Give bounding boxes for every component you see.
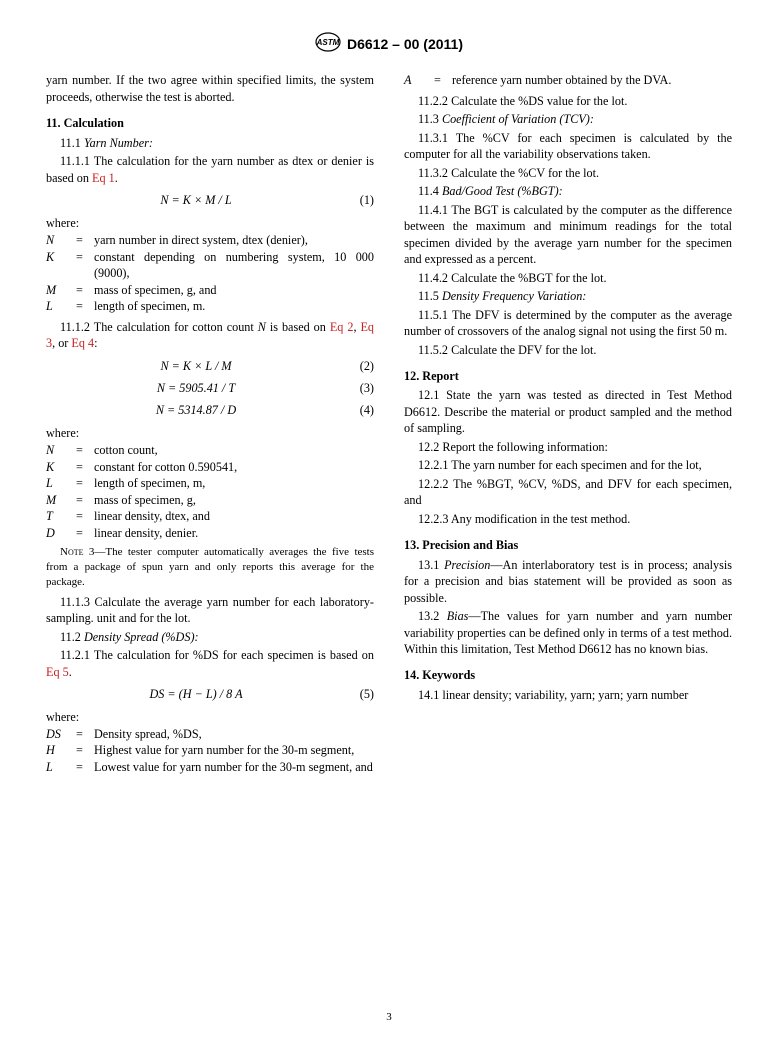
right-column: A=reference yarn number obtained by the … bbox=[404, 72, 732, 779]
def-description: constant depending on numbering system, … bbox=[94, 249, 374, 282]
def-description: Lowest value for yarn number for the 30-… bbox=[94, 759, 373, 775]
equation-2: N = K × L / M (2) bbox=[46, 358, 374, 374]
def-description: linear density, denier. bbox=[94, 525, 237, 541]
def-equals: = bbox=[76, 232, 94, 248]
section-12-2-3: 12.2.3 Any modification in the test meth… bbox=[404, 511, 732, 527]
def-symbol: DS bbox=[46, 726, 76, 742]
section-12-heading: 12. Report bbox=[404, 368, 732, 384]
def-symbol: T bbox=[46, 508, 76, 524]
eq4-link[interactable]: Eq 4 bbox=[71, 336, 94, 350]
def-equals: = bbox=[76, 459, 94, 475]
page-header: ASTM D6612 – 00 (2011) bbox=[46, 32, 732, 56]
def-equals: = bbox=[76, 442, 94, 458]
section-14-1: 14.1 linear density; variability, yarn; … bbox=[404, 687, 732, 703]
definitions-A: A=reference yarn number obtained by the … bbox=[404, 72, 671, 88]
equation-3: N = 5905.41 / T (3) bbox=[46, 380, 374, 396]
eq2-link[interactable]: Eq 2 bbox=[330, 320, 354, 334]
def-symbol: H bbox=[46, 742, 76, 758]
def-symbol: M bbox=[46, 282, 76, 298]
def-description: length of specimen, m, bbox=[94, 475, 237, 491]
standard-code: D6612 – 00 (2011) bbox=[347, 35, 463, 54]
def-symbol: L bbox=[46, 759, 76, 775]
def-description: reference yarn number obtained by the DV… bbox=[452, 72, 671, 88]
section-12-2-1: 12.2.1 The yarn number for each specimen… bbox=[404, 457, 732, 473]
def-equals: = bbox=[76, 742, 94, 758]
section-11-4-1: 11.4.1 The BGT is calculated by the comp… bbox=[404, 202, 732, 268]
def-equals: = bbox=[76, 249, 94, 282]
svg-text:ASTM: ASTM bbox=[316, 38, 340, 47]
equation-5: DS = (H − L) / 8 A (5) bbox=[46, 686, 374, 702]
def-equals: = bbox=[76, 726, 94, 742]
section-11-1-3: 11.1.3 Calculate the average yarn number… bbox=[46, 594, 374, 627]
section-11-5-1: 11.5.1 The DFV is determined by the comp… bbox=[404, 307, 732, 340]
section-11-3: 11.3 Coefficient of Variation (TCV): bbox=[404, 111, 732, 127]
section-11-2-1: 11.2.1 The calculation for %DS for each … bbox=[46, 647, 374, 680]
def-symbol: N bbox=[46, 232, 76, 248]
def-description: linear density, dtex, and bbox=[94, 508, 237, 524]
section-14-heading: 14. Keywords bbox=[404, 667, 732, 683]
def-description: cotton count, bbox=[94, 442, 237, 458]
def-equals: = bbox=[76, 492, 94, 508]
def-equals: = bbox=[76, 508, 94, 524]
where-2: where: bbox=[46, 425, 374, 441]
section-11-3-1: 11.3.1 The %CV for each specimen is calc… bbox=[404, 130, 732, 163]
definitions-1: N=yarn number in direct system, dtex (de… bbox=[46, 232, 374, 314]
section-13-1: 13.1 Precision—An interlaboratory test i… bbox=[404, 557, 732, 606]
section-11-5: 11.5 Density Frequency Variation: bbox=[404, 288, 732, 304]
def-equals: = bbox=[76, 298, 94, 314]
equation-4: N = 5314.87 / D (4) bbox=[46, 402, 374, 418]
eq5-link[interactable]: Eq 5 bbox=[46, 665, 69, 679]
def-equals: = bbox=[76, 759, 94, 775]
section-11-1-2: 11.1.2 The calculation for cotton count … bbox=[46, 319, 374, 352]
def-description: yarn number in direct system, dtex (deni… bbox=[94, 232, 374, 248]
definitions-2: N=cotton count,K=constant for cotton 0.5… bbox=[46, 442, 237, 541]
section-11-2-2: 11.2.2 Calculate the %DS value for the l… bbox=[404, 93, 732, 109]
def-symbol: K bbox=[46, 459, 76, 475]
section-11-1: 11.1 Yarn Number: bbox=[46, 135, 374, 151]
def-symbol: N bbox=[46, 442, 76, 458]
definitions-3: DS=Density spread, %DS,H=Highest value f… bbox=[46, 726, 373, 775]
section-11-5-2: 11.5.2 Calculate the DFV for the lot. bbox=[404, 342, 732, 358]
section-13-heading: 13. Precision and Bias bbox=[404, 537, 732, 553]
note-3: Note 3—The tester computer automatically… bbox=[46, 545, 374, 590]
def-equals: = bbox=[434, 72, 452, 88]
two-column-layout: yarn number. If the two agree within spe… bbox=[46, 72, 732, 779]
def-equals: = bbox=[76, 282, 94, 298]
section-11-heading: 11. Calculation bbox=[46, 115, 374, 131]
astm-logo-icon: ASTM bbox=[315, 32, 341, 56]
def-symbol: D bbox=[46, 525, 76, 541]
left-column: yarn number. If the two agree within spe… bbox=[46, 72, 374, 779]
section-12-2: 12.2 Report the following information: bbox=[404, 439, 732, 455]
section-11-4: 11.4 Bad/Good Test (%BGT): bbox=[404, 183, 732, 199]
def-symbol: M bbox=[46, 492, 76, 508]
section-11-3-2: 11.3.2 Calculate the %CV for the lot. bbox=[404, 165, 732, 181]
def-description: mass of specimen, g, bbox=[94, 492, 237, 508]
def-equals: = bbox=[76, 475, 94, 491]
intro-para: yarn number. If the two agree within spe… bbox=[46, 72, 374, 105]
where-1: where: bbox=[46, 215, 374, 231]
def-description: Density spread, %DS, bbox=[94, 726, 373, 742]
def-equals: = bbox=[76, 525, 94, 541]
def-symbol: L bbox=[46, 475, 76, 491]
where-3: where: bbox=[46, 709, 374, 725]
section-12-2-2: 12.2.2 The %BGT, %CV, %DS, and DFV for e… bbox=[404, 476, 732, 509]
def-symbol: L bbox=[46, 298, 76, 314]
def-description: Highest value for yarn number for the 30… bbox=[94, 742, 373, 758]
def-description: length of specimen, m. bbox=[94, 298, 374, 314]
equation-1: N = K × M / L (1) bbox=[46, 192, 374, 208]
section-11-1-1: 11.1.1 The calculation for the yarn numb… bbox=[46, 153, 374, 186]
def-description: constant for cotton 0.590541, bbox=[94, 459, 237, 475]
section-13-2: 13.2 Bias—The values for yarn number and… bbox=[404, 608, 732, 657]
def-symbol: A bbox=[404, 72, 434, 88]
section-11-4-2: 11.4.2 Calculate the %BGT for the lot. bbox=[404, 270, 732, 286]
def-symbol: K bbox=[46, 249, 76, 282]
section-12-1: 12.1 State the yarn was tested as direct… bbox=[404, 387, 732, 436]
def-description: mass of specimen, g, and bbox=[94, 282, 374, 298]
page-number: 3 bbox=[0, 1010, 778, 1025]
eq1-link[interactable]: Eq 1 bbox=[92, 171, 115, 185]
section-11-2: 11.2 Density Spread (%DS): bbox=[46, 629, 374, 645]
